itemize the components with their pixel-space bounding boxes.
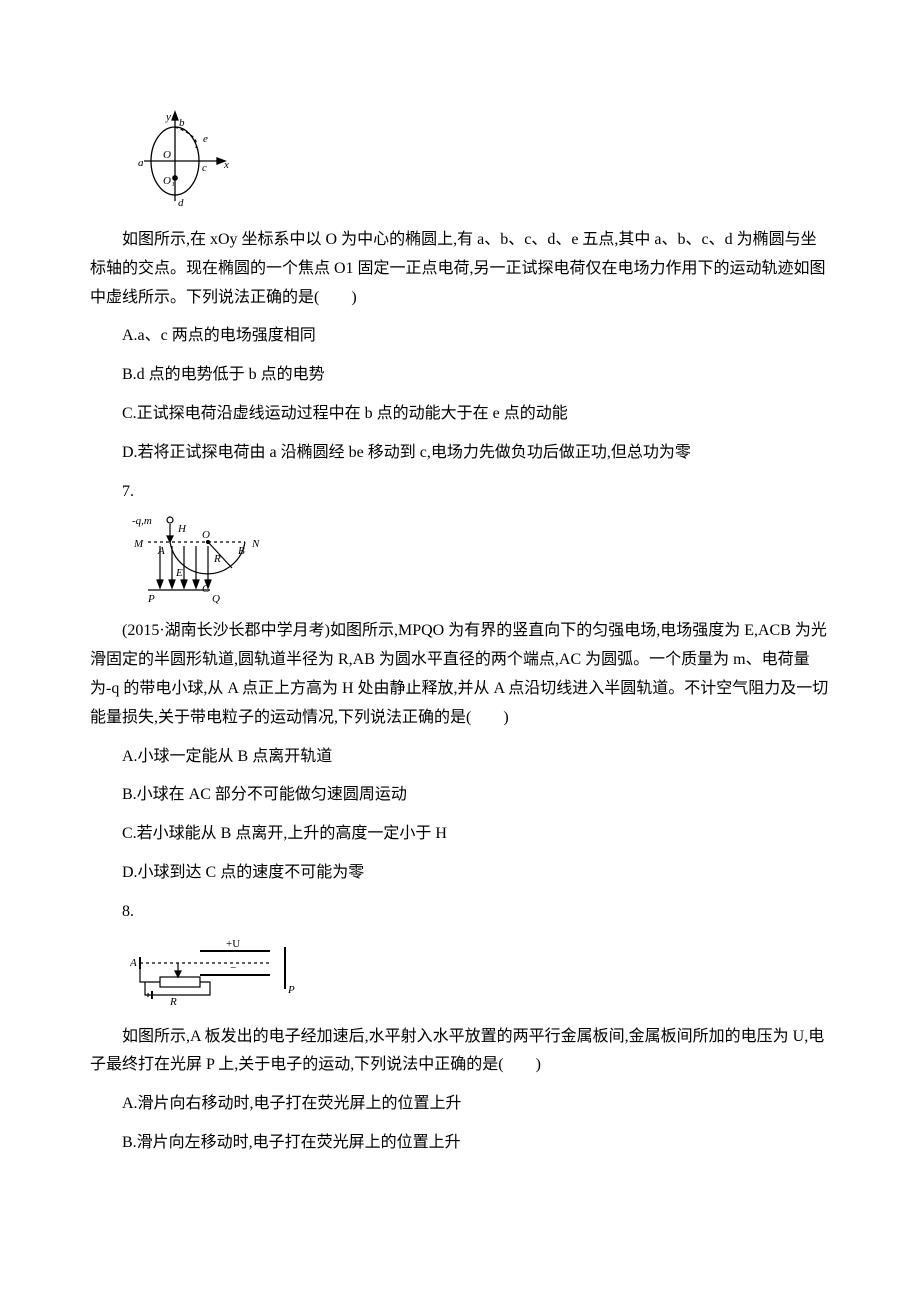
q6-prompt: 如图所示,在 xOy 坐标系中以 O 为中心的椭圆上,有 a、b、c、d、e 五… bbox=[90, 226, 830, 312]
lbl-U: +U bbox=[226, 938, 240, 950]
lbl-Q: Q bbox=[212, 593, 220, 605]
lbl-Aq8: A bbox=[130, 957, 137, 969]
lbl-O1: O₁ bbox=[163, 175, 175, 187]
q8-prompt: 如图所示,A 板发出的电子经加速后,水平射入水平放置的两平行金属板间,金属板间所… bbox=[90, 1023, 830, 1081]
lbl-Oq7: O bbox=[202, 529, 210, 541]
q6-opt-d: D.若将正试探电荷由 a 沿椭圆经 be 移动到 c,电场力先做负功后做正功,但… bbox=[122, 439, 830, 468]
q6-opt-c: C.正试探电荷沿虚线运动过程中在 b 点的动能大于在 e 点的动能 bbox=[122, 400, 830, 429]
q7-opt-d: D.小球到达 C 点的速度不可能为零 bbox=[122, 859, 830, 888]
lbl-O: O bbox=[163, 149, 171, 161]
q6-svg: y x O O₁ a b c d e bbox=[130, 106, 230, 216]
lbl-neg: − bbox=[230, 962, 236, 974]
lbl-N: N bbox=[251, 538, 260, 550]
q8-number: 8. bbox=[122, 898, 830, 927]
lbl-H: H bbox=[177, 523, 187, 535]
lbl-Pq8: P bbox=[287, 984, 295, 996]
q7-figure: -q,m H M A O R B N P E C Q bbox=[130, 512, 830, 607]
q7-number: 7. bbox=[122, 478, 830, 507]
lbl-b: b bbox=[179, 117, 185, 129]
lbl-x: x bbox=[223, 159, 229, 171]
q7-svg: -q,m H M A O R B N P E C Q bbox=[130, 512, 270, 607]
q8-opt-a: A.滑片向右移动时,电子打在荧光屏上的位置上升 bbox=[122, 1090, 830, 1119]
q7-prompt: (2015·湖南长沙长郡中学月考)如图所示,MPQO 为有界的竖直向下的匀强电场… bbox=[90, 617, 830, 732]
lbl-M: M bbox=[133, 538, 144, 550]
lbl-y: y bbox=[165, 111, 171, 123]
lbl-e: e bbox=[203, 133, 208, 145]
lbl-C: C bbox=[202, 583, 210, 595]
lbl-R: R bbox=[213, 553, 221, 565]
q8-svg: A +U − R P bbox=[130, 933, 300, 1013]
q6-figure: y x O O₁ a b c d e bbox=[130, 106, 830, 216]
q6-opt-b: B.d 点的电势低于 b 点的电势 bbox=[122, 361, 830, 390]
lbl-E: E bbox=[175, 567, 183, 579]
lbl-d: d bbox=[178, 197, 184, 209]
q6-opt-a: A.a、c 两点的电场强度相同 bbox=[122, 322, 830, 351]
q7-opt-a: A.小球一定能从 B 点离开轨道 bbox=[122, 743, 830, 772]
lbl-c: c bbox=[202, 162, 207, 174]
q7-opt-c: C.若小球能从 B 点离开,上升的高度一定小于 H bbox=[122, 820, 830, 849]
q8-opt-b: B.滑片向左移动时,电子打在荧光屏上的位置上升 bbox=[122, 1129, 830, 1158]
lbl-qm: -q,m bbox=[132, 515, 152, 527]
q7-opt-b: B.小球在 AC 部分不可能做匀速圆周运动 bbox=[122, 781, 830, 810]
lbl-P: P bbox=[147, 593, 155, 605]
lbl-Rq8: R bbox=[169, 996, 177, 1008]
lbl-a: a bbox=[138, 157, 144, 169]
lbl-B: B bbox=[238, 545, 245, 557]
lbl-Aq7: A bbox=[157, 545, 165, 557]
q8-figure: A +U − R P bbox=[130, 933, 830, 1013]
